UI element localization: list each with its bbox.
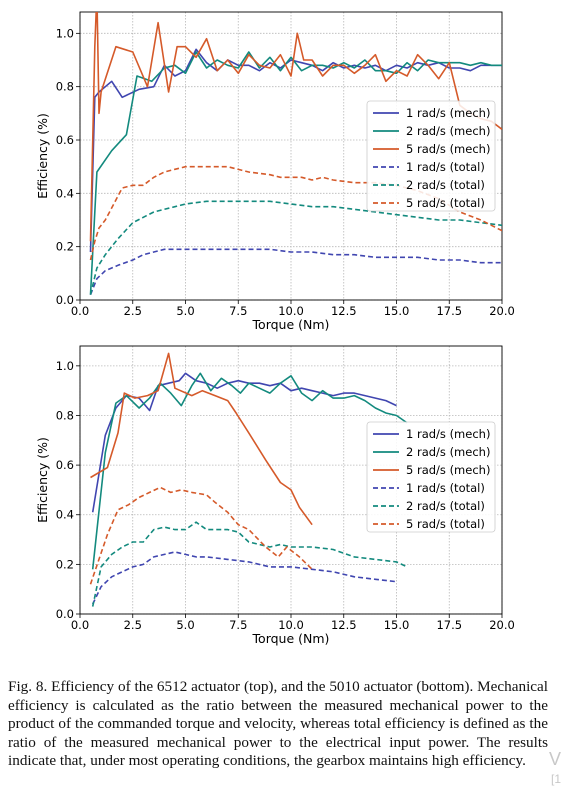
legend: 1 rad/s (mech) 2 rad/s (mech) 5 rad/s (mec… [366,100,496,212]
x-tick-label: 2.5 [124,618,142,632]
x-tick-label: 20.0 [489,618,515,632]
legend-label: 5 rad/s (total) [406,196,485,210]
legend-box [366,100,496,212]
y-axis-label: Efficiency (%) [35,113,50,199]
y-axis-label: Efficiency (%) [35,437,50,523]
series-line-2-rad-s-total- [91,521,408,607]
x-tick-label: 0.0 [71,304,89,318]
x-tick-label: 7.5 [229,618,247,632]
y-tick-label: 1.0 [56,26,74,40]
x-tick-label: 12.5 [331,304,357,318]
cropped-edge-citation: [1 [551,772,561,786]
series-line-5-rad-s-total- [89,165,502,261]
legend-label: 1 rad/s (total) [406,160,485,174]
y-tick-label: 0.2 [56,557,74,571]
y-tick-label: 0.6 [56,458,74,472]
x-tick-label: 15.0 [384,618,410,632]
y-tick-label: 0.4 [56,186,74,200]
series-line-2-rad-s-mech- [91,372,408,570]
x-tick-label: 17.5 [436,618,462,632]
x-tick-label: 5.0 [176,304,194,318]
series-line-1-rad-s-total- [89,248,502,295]
legend: 1 rad/s (mech) 2 rad/s (mech) 5 rad/s (mec… [366,421,496,533]
x-tick-label: 12.5 [331,618,357,632]
series-line-2-rad-s-total- [89,200,502,295]
series-line-1-rad-s-total- [91,551,397,605]
y-tick-label: 0.2 [56,240,74,254]
bottom-efficiency-chart: 0.0 2.5 5.0 7.5 10.0 12.5 15.0 17.5 20.0 0.0 0.2 0.… [35,345,515,646]
legend-label: 2 rad/s (total) [406,499,485,513]
x-tick-label: 7.5 [229,304,247,318]
y-tick-label: 0.0 [56,293,74,307]
x-tick-label: 10.0 [278,304,304,318]
y-tick-label: 0.0 [56,607,74,621]
legend-label: 5 rad/s (total) [406,517,485,531]
figure-caption: Fig. 8. Efficiency of the 6512 actuator … [8,678,548,770]
top-efficiency-chart: 0.0 2.5 5.0 7.5 10.0 12.5 15.0 17.5 20.0 0.0 0.2 0.… [35,11,515,332]
series-line-2-rad-s-mech- [89,51,502,295]
y-tick-label: 1.0 [56,359,74,373]
legend-label: 1 rad/s (mech) [406,106,490,120]
series-line-5-rad-s-mech- [89,12,502,242]
y-tick-label: 0.8 [56,408,74,422]
legend-label: 2 rad/s (total) [406,178,485,192]
legend-label: 2 rad/s (mech) [406,445,490,459]
legend-box [366,421,496,533]
x-tick-label: 2.5 [124,304,142,318]
legend-label: 2 rad/s (mech) [406,124,490,138]
y-tick-label: 0.4 [56,508,74,522]
series-line-1-rad-s-mech- [91,372,397,513]
y-tick-label: 0.8 [56,80,74,94]
series-group [89,352,408,607]
plot-frame [79,11,503,301]
series-line-1-rad-s-mech- [89,48,502,253]
x-axis-label: Torque (Nm) [252,631,330,646]
x-axis-label: Torque (Nm) [252,317,330,332]
series-line-5-rad-s-mech- [90,352,313,526]
x-tick-label: 5.0 [176,618,194,632]
x-tick-label: 15.0 [384,304,410,318]
y-tick-label: 0.6 [56,133,74,147]
legend-label: 1 rad/s (mech) [406,427,490,441]
series-group [89,12,502,295]
x-tick-label: 20.0 [489,304,515,318]
x-tick-label: 10.0 [278,618,304,632]
series-line-5-rad-s-total- [89,486,313,585]
x-tick-label: 17.5 [436,304,462,318]
cropped-edge-glyph: V [549,749,561,769]
plot-frame [79,345,503,615]
x-tick-label: 0.0 [71,618,89,632]
legend-label: 5 rad/s (mech) [406,463,490,477]
legend-label: 1 rad/s (total) [406,481,485,495]
legend-label: 5 rad/s (mech) [406,142,490,156]
